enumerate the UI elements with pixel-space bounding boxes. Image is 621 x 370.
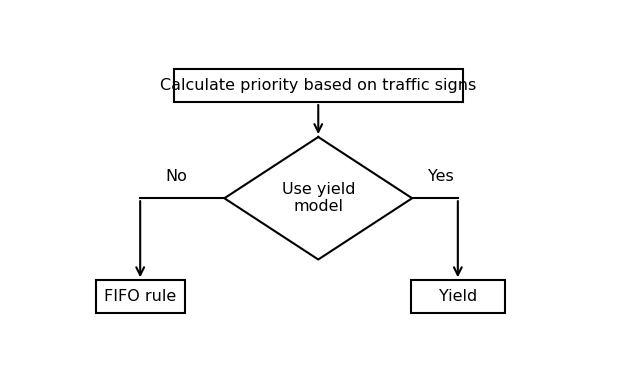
Bar	[174, 69, 463, 102]
Text: Calculate priority based on traffic signs: Calculate priority based on traffic sign…	[160, 78, 476, 93]
Text: Yield: Yield	[438, 289, 477, 304]
Text: Yes: Yes	[428, 169, 454, 184]
Bar	[411, 280, 505, 313]
Text: No: No	[165, 169, 187, 184]
Bar	[96, 280, 184, 313]
Text: Use yield
model: Use yield model	[281, 182, 355, 215]
Text: FIFO rule: FIFO rule	[104, 289, 176, 304]
